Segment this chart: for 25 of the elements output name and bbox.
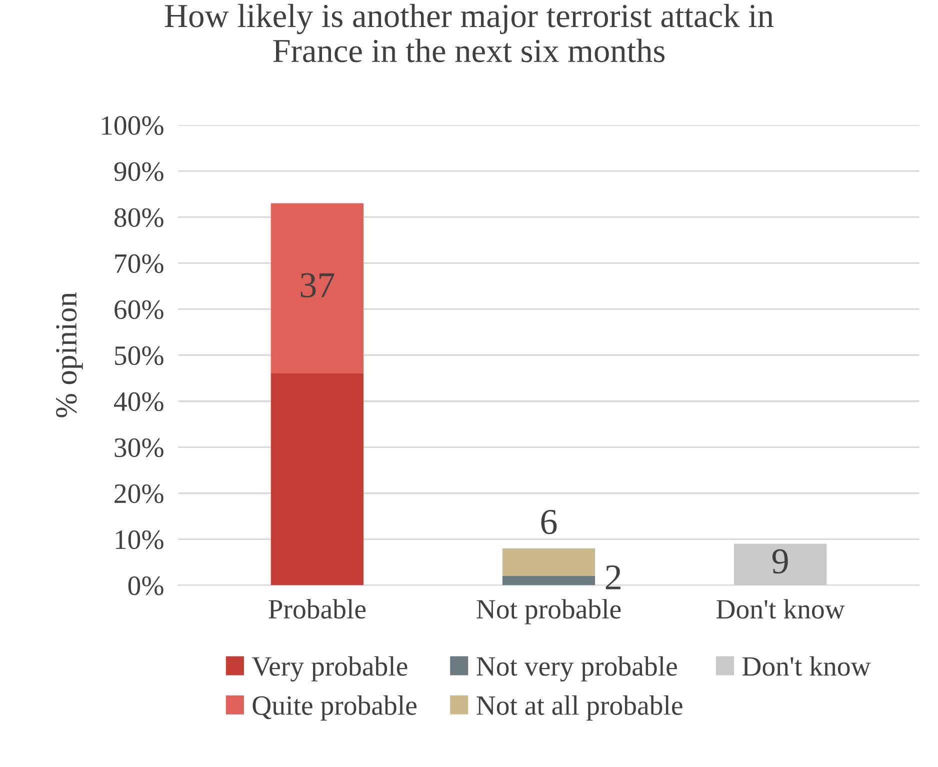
data-label: 9 <box>772 549 788 574</box>
data-label: 2 <box>606 565 620 590</box>
legend-label: Quite probable <box>252 695 416 721</box>
legend-label: Not very probable <box>476 656 677 682</box>
data-label: 6 <box>541 510 557 534</box>
legend-label: Very probable <box>252 656 408 682</box>
y-tick-label: 40% <box>114 392 164 412</box>
y-tick-label: 60% <box>114 300 164 320</box>
x-tick-label: Probable <box>268 599 366 619</box>
legend-label: Don't know <box>742 656 871 676</box>
y-tick-label: 100% <box>102 116 164 136</box>
y-tick-label: 0% <box>128 576 164 596</box>
chart-title: How likely is another major terrorist attack in France in the next six months <box>164 4 774 62</box>
x-tick-label: Not probable <box>476 599 621 624</box>
legend-label: Not at all probable <box>476 695 682 721</box>
y-tick-label: 80% <box>114 208 164 228</box>
y-tick-label: 50% <box>115 346 164 366</box>
data-label: 37 <box>300 273 334 298</box>
x-tick-label: Don't know <box>716 599 845 619</box>
y-tick-label: 20% <box>114 484 164 504</box>
y-tick-label: 10% <box>116 530 164 550</box>
y-tick-label: 70% <box>115 254 164 274</box>
y-axis-title: % opinion <box>56 292 83 418</box>
y-tick-label: 30% <box>114 438 164 458</box>
y-tick-label: 90% <box>114 162 164 182</box>
